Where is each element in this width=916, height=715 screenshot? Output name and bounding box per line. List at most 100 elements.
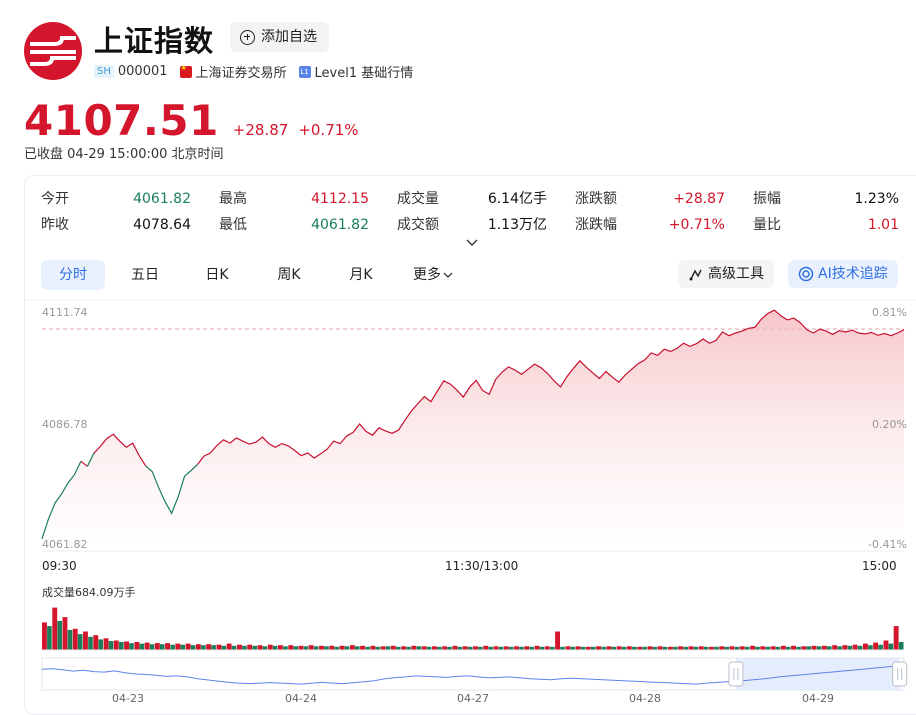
stat-label: 涨跌幅 [575,217,617,233]
tab-intraday[interactable]: 分时 [41,260,105,290]
volume-bar-down [180,644,186,650]
volume-bar-up [709,646,714,650]
volume-bar-up [329,645,335,650]
volume-bar-up [596,646,601,650]
volume-bar-down [334,646,340,650]
volume-bar-down [673,646,678,650]
volume-bar-up [134,642,140,650]
stat-label: 成交量 [397,191,439,207]
volume-bar-up [637,646,643,650]
volume-bar-up [267,644,273,650]
pct-label-bottom: -0.41% [868,538,907,551]
chart-tabs: 分时 五日 日K 周K 月K 更多 [41,260,465,290]
volume-bar-up [606,646,612,650]
volume-bar-up [237,644,242,650]
tab-more[interactable]: 更多 [401,260,465,290]
stat-value: 6.14亿手 [487,191,547,207]
volume-bar-down [775,646,781,650]
volume-bar-up [124,641,129,650]
volume-bar-up [626,646,632,650]
volume-bar-up [401,646,407,650]
price-line-up [197,309,905,465]
ai-tracking-button[interactable]: AI技术追踪 [788,260,898,288]
volume-bar-down [149,644,155,650]
volume-bar-up [668,646,673,650]
volume-bar-up [390,645,396,650]
volume-bar-up [247,644,253,650]
volume-bar-down [447,646,452,650]
volume-bar-down [303,646,309,650]
volume-bar-up [62,617,68,650]
volume-bar-up [185,643,191,650]
volume-bar-down [129,643,134,650]
volume-bar-up [750,645,755,650]
stat-item: 昨收 4078.64 [41,214,191,236]
target-icon [798,266,814,282]
volume-bar-down [724,646,729,650]
volume-bar-up [72,628,78,650]
add-watchlist-button[interactable]: 添加自选 [230,22,329,52]
chevron-down-icon[interactable] [465,236,479,250]
stat-label: 最低 [219,217,247,233]
volume-bar-down [570,646,576,650]
volume-bar-down [508,646,514,650]
price-line-down [145,464,198,515]
volume-bar-up [801,646,807,650]
volume-bar-down [888,643,894,650]
navigator-handle-right[interactable] [892,661,908,687]
volume-bar-down [262,646,268,650]
volume-bar-down [375,646,381,650]
quote-row: 4107.51 +28.87 +0.71% [24,96,359,145]
stat-value: +0.71% [668,217,725,233]
price-area-fill [42,310,904,542]
volume-bar-up [688,646,694,650]
time-label-midday: 11:30/13:00 [445,559,519,573]
volume-bar-down [621,646,627,650]
volume-bar-up [770,646,776,650]
volume-bar-down [734,646,740,650]
volume-bar-down [714,646,719,650]
volume-bar-down [539,646,545,650]
volume-bar-up [729,646,735,650]
volume-bar-up [195,644,201,650]
volume-bar-up [493,646,499,650]
volume-bar-down [478,646,483,650]
stat-value: 1.01 [867,217,899,233]
volume-bar-up [555,631,560,650]
volume-bar-up [421,646,427,650]
volume-bar-up [842,645,848,650]
time-label-close: 15:00 [862,559,897,573]
y-label-top: 4111.74 [42,306,88,319]
volume-bar-down [642,646,647,650]
volume-bar-down [406,646,411,650]
navigator-handle-left[interactable] [728,661,744,687]
tab-monthly-k[interactable]: 月K [349,267,373,283]
volume-bar-up [575,646,581,650]
volume-bar-down [693,646,699,650]
advanced-tools-button[interactable]: 高级工具 [678,260,774,288]
volume-bar-up [154,643,160,650]
volume-bar-up [52,607,58,650]
volume-bar-down [396,646,401,650]
sse-logo-icon [24,22,82,80]
volume-bar-up [339,645,345,650]
volume-bar-up [442,646,448,650]
tab-five-day[interactable]: 五日 [131,267,159,283]
volume-bar-up [873,642,879,650]
stat-item: 最低 4061.82 [219,214,369,236]
tab-weekly-k[interactable]: 周K [277,267,301,283]
china-flag-icon [179,64,192,78]
volume-bar-up [93,635,99,650]
navigator-date-label: 04-24 [285,692,317,705]
volume-bar-up [544,646,550,650]
add-watchlist-label: 添加自选 [261,29,317,45]
volume-bar-up [103,638,109,650]
volume-bar-down [119,642,124,650]
tab-daily-k[interactable]: 日K [205,267,229,283]
volume-bar-down [221,645,227,650]
volume-bar-down [457,646,463,650]
volume-bar-down [868,645,873,650]
volume-bar-down [744,646,750,650]
volume-bar-down [703,646,709,650]
volume-bar-up [852,644,858,650]
